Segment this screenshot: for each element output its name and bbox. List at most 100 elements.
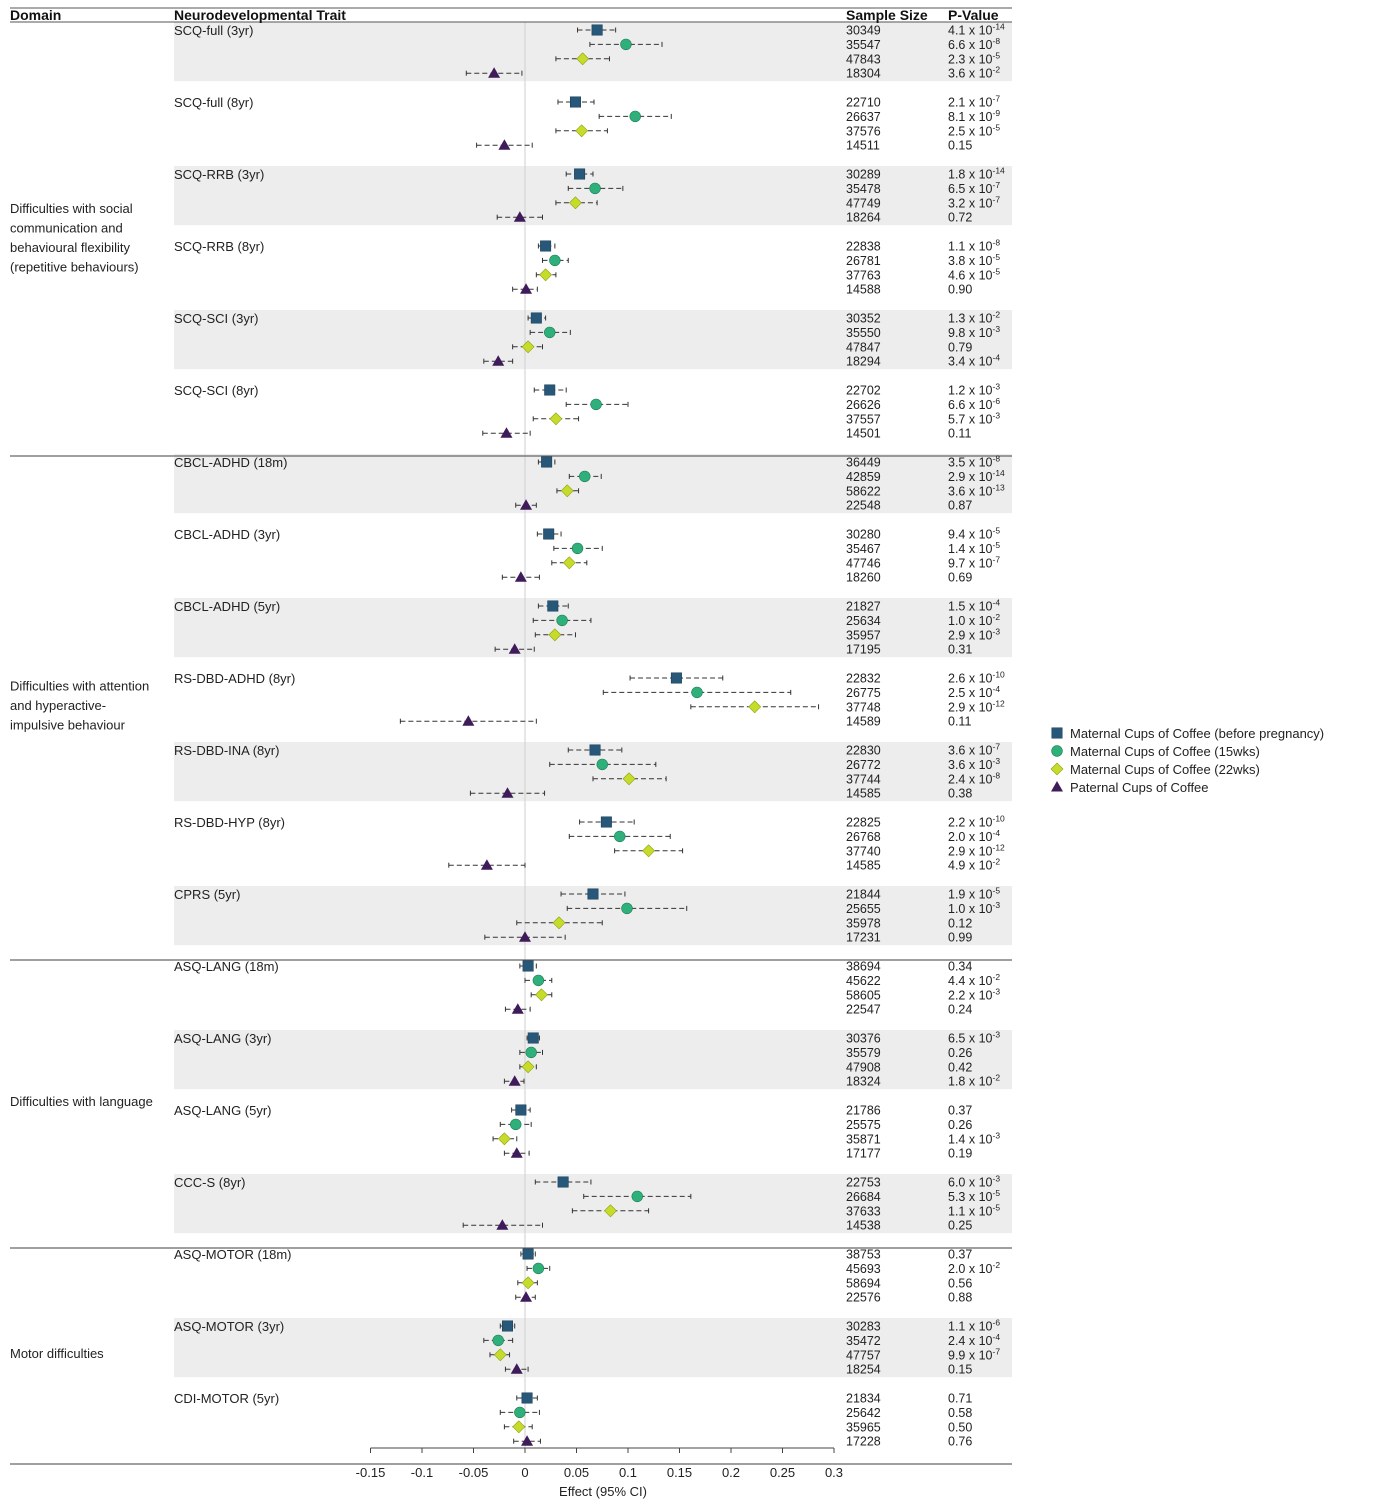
point-circle bbox=[571, 542, 584, 555]
point-circle bbox=[556, 614, 568, 627]
point-diamond bbox=[622, 772, 636, 786]
point-triangle bbox=[511, 1003, 524, 1014]
point-triangle bbox=[520, 1291, 533, 1302]
p-value: 2.0 x 10-2 bbox=[948, 1260, 1000, 1276]
point-diamond bbox=[575, 124, 589, 138]
sample-size: 37740 bbox=[846, 844, 881, 858]
point-triangle bbox=[500, 427, 513, 438]
point-circle bbox=[589, 182, 601, 195]
p-value: 0.37 bbox=[948, 1248, 972, 1262]
p-value: 0.37 bbox=[948, 1104, 972, 1118]
point-square bbox=[515, 1104, 527, 1116]
sample-size: 58622 bbox=[846, 484, 881, 498]
sample-size: 18264 bbox=[846, 211, 881, 225]
p-value: 2.4 x 10-4 bbox=[948, 1332, 1000, 1348]
p-value: 3.2 x 10-7 bbox=[948, 194, 1000, 210]
sample-size: 14538 bbox=[846, 1219, 881, 1233]
trait-label: ASQ-LANG (3yr) bbox=[174, 1031, 272, 1046]
p-value: 4.9 x 10-2 bbox=[948, 857, 1000, 873]
p-values: 4.1 x 10-146.6 x 10-82.3 x 10-53.6 x 10-… bbox=[948, 22, 1005, 1449]
sample-size: 26772 bbox=[846, 758, 881, 772]
p-value: 2.3 x 10-5 bbox=[948, 50, 1000, 66]
point-triangle bbox=[513, 211, 526, 222]
sample-size: 37744 bbox=[846, 772, 881, 786]
sample-size: 26626 bbox=[846, 398, 881, 412]
x-tick-label: 0.05 bbox=[564, 1465, 589, 1480]
p-value: 1.3 x 10-2 bbox=[948, 310, 1000, 326]
sample-size: 35478 bbox=[846, 182, 881, 196]
sample-size: 17177 bbox=[846, 1147, 881, 1161]
x-axis-label: Effect (95% CI) bbox=[559, 1484, 647, 1499]
x-tick-label: 0.3 bbox=[825, 1465, 843, 1480]
point-circle bbox=[492, 1334, 504, 1347]
sample-size: 37633 bbox=[846, 1204, 881, 1218]
p-value: 0.88 bbox=[948, 1291, 972, 1305]
point-square bbox=[501, 1320, 513, 1332]
point-square bbox=[670, 672, 682, 684]
p-value: 0.15 bbox=[948, 1363, 972, 1377]
legend-label: Paternal Cups of Coffee bbox=[1070, 780, 1209, 795]
point-diamond bbox=[512, 1420, 526, 1434]
x-tick-label: -0.15 bbox=[356, 1465, 386, 1480]
sample-size: 30289 bbox=[846, 168, 881, 182]
point-triangle bbox=[488, 67, 501, 78]
sample-size: 22825 bbox=[846, 816, 881, 830]
p-value: 6.6 x 10-6 bbox=[948, 396, 1000, 412]
point-diamond bbox=[548, 628, 562, 642]
p-value: 2.9 x 10-14 bbox=[948, 468, 1005, 484]
trait-label: ASQ-MOTOR (18m) bbox=[174, 1247, 292, 1262]
p-value: 1.0 x 10-2 bbox=[948, 612, 1000, 628]
sample-size: 17228 bbox=[846, 1435, 881, 1449]
point-diamond bbox=[521, 1276, 535, 1290]
sample-size: 25655 bbox=[846, 902, 881, 916]
p-value: 1.4 x 10-5 bbox=[948, 540, 1000, 556]
trait-label: SCQ-full (8yr) bbox=[174, 95, 253, 110]
point-square bbox=[544, 384, 556, 396]
point-square bbox=[543, 528, 555, 540]
trait-label: SCQ-RRB (8yr) bbox=[174, 239, 264, 254]
column-headers: Domain Neurodevelopmental Trait Sample S… bbox=[10, 7, 999, 23]
point-diamond bbox=[497, 1132, 511, 1146]
sample-size: 14585 bbox=[846, 859, 881, 873]
point-circle bbox=[525, 1046, 537, 1059]
p-value: 2.1 x 10-7 bbox=[948, 94, 1000, 110]
p-value-header: P-Value bbox=[948, 7, 999, 23]
point-circle bbox=[549, 254, 561, 267]
trait-label: RS-DBD-HYP (8yr) bbox=[174, 815, 285, 830]
point-circle bbox=[621, 902, 633, 915]
sample-size: 17195 bbox=[846, 643, 881, 657]
p-value: 0.11 bbox=[948, 715, 971, 729]
sample-size: 25634 bbox=[846, 614, 881, 628]
domain-label: Difficulties with social bbox=[10, 201, 133, 216]
p-value: 6.6 x 10-8 bbox=[948, 36, 1000, 52]
p-value: 0.71 bbox=[948, 1392, 972, 1406]
point-square bbox=[569, 96, 581, 108]
sample-size: 47757 bbox=[846, 1348, 881, 1362]
point-square bbox=[547, 600, 559, 612]
p-value: 0.31 bbox=[948, 643, 972, 657]
trait-band bbox=[174, 454, 1012, 514]
point-square bbox=[591, 24, 603, 36]
trait-label: CDI-MOTOR (5yr) bbox=[174, 1391, 279, 1406]
p-value: 2.2 x 10-10 bbox=[948, 814, 1005, 830]
point-diamond bbox=[549, 412, 563, 426]
trait-label: ASQ-LANG (5yr) bbox=[174, 1103, 272, 1118]
p-value: 0.50 bbox=[948, 1420, 972, 1434]
trait-header: Neurodevelopmental Trait bbox=[174, 7, 346, 23]
point-triangle bbox=[501, 787, 514, 798]
p-value: 0.42 bbox=[948, 1060, 972, 1074]
p-value: 0.90 bbox=[948, 283, 972, 297]
point-estimates bbox=[462, 24, 762, 1446]
sample-size: 22838 bbox=[846, 240, 881, 254]
p-value: 2.6 x 10-10 bbox=[948, 670, 1005, 686]
point-diamond bbox=[748, 700, 762, 714]
domain-label: communication and bbox=[10, 220, 123, 235]
point-diamond bbox=[521, 340, 535, 354]
sample-size: 30352 bbox=[846, 312, 881, 326]
point-diamond bbox=[539, 268, 553, 282]
sample-size: 35871 bbox=[846, 1132, 881, 1146]
point-triangle bbox=[480, 859, 493, 870]
trait-bands bbox=[174, 22, 1012, 1378]
p-value: 0.69 bbox=[948, 571, 972, 585]
sample-size: 26781 bbox=[846, 254, 881, 268]
